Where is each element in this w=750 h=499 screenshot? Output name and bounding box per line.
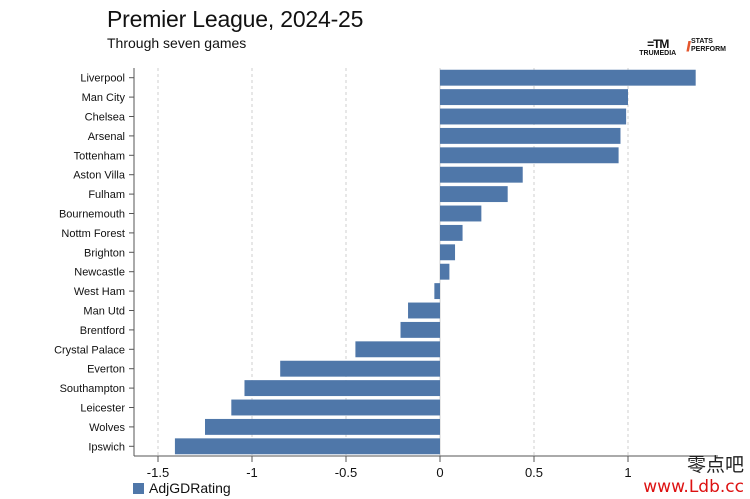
bar — [355, 341, 440, 358]
bar — [440, 244, 456, 261]
bar — [440, 69, 696, 86]
y-tick-label: Ipswich — [88, 441, 125, 453]
trumedia-text: TRUMEDIA — [639, 50, 677, 57]
bar — [440, 186, 508, 203]
y-tick-label: Everton — [87, 364, 125, 376]
x-tick-label: 0 — [436, 465, 443, 480]
bar — [244, 380, 440, 397]
bar — [408, 302, 440, 319]
x-tick-label: 1 — [624, 465, 631, 480]
y-tick-label: Nottm Forest — [61, 228, 125, 240]
watermark: 零点吧 www.Ldb.cc — [643, 450, 744, 497]
y-tick-label: Newcastle — [74, 267, 125, 279]
x-tick-label: -0.5 — [335, 465, 357, 480]
legend-swatch — [133, 482, 144, 494]
bar — [440, 147, 619, 164]
bar — [205, 418, 440, 435]
y-tick-label: Wolves — [89, 422, 125, 434]
y-tick-label: Leicester — [80, 403, 125, 415]
y-tick-label: Liverpool — [80, 73, 125, 85]
legend-label: AdjGDRating — [149, 480, 231, 496]
chart-subtitle: Through seven games — [107, 35, 247, 51]
gridlines — [157, 68, 629, 456]
watermark-url: www.Ldb.cc — [643, 477, 744, 497]
x-tick-label: -1.5 — [147, 465, 169, 480]
x-axis: -1.5 -1 -0.5 0 0.5 1 — [134, 455, 718, 480]
bar — [440, 263, 450, 280]
stats-perform-line2: PERFORM — [691, 46, 726, 53]
y-tick-label: Brighton — [84, 247, 125, 259]
legend: AdjGDRating — [133, 480, 231, 496]
x-tick-label: -1 — [246, 465, 258, 480]
watermark-chinese: 零点吧 — [686, 454, 744, 476]
bar — [440, 224, 463, 241]
bar — [231, 399, 440, 416]
trumedia-mark: =TM — [647, 37, 669, 51]
y-tick-label: West Ham — [74, 286, 125, 298]
y-tick-label: Man City — [82, 92, 126, 104]
logos: =TM TRUMEDIA // STATS PERFORM — [639, 38, 726, 58]
y-tick-label: Aston Villa — [73, 170, 126, 182]
y-tick-label: Crystal Palace — [54, 344, 125, 356]
bar — [280, 360, 440, 377]
bar — [434, 283, 440, 300]
y-tick-label: Bournemouth — [59, 209, 125, 221]
y-axis: Liverpool Man City Chelsea Arsenal Tottenham… — [54, 68, 135, 456]
y-tick-label: Fulham — [88, 189, 125, 201]
y-tick-label: Man Utd — [83, 306, 125, 318]
bar — [440, 108, 627, 125]
x-tick-label: 0.5 — [525, 465, 543, 480]
bar — [440, 127, 621, 144]
bar — [174, 438, 441, 455]
bars — [174, 69, 696, 455]
bar — [440, 166, 523, 183]
y-tick-label: Arsenal — [88, 131, 125, 143]
bar — [440, 205, 482, 222]
bar — [440, 89, 628, 106]
y-tick-label: Chelsea — [85, 112, 126, 124]
trumedia-logo: =TM TRUMEDIA — [639, 38, 676, 58]
stats-perform-logo: // STATS PERFORM — [686, 38, 726, 54]
y-tick-label: Southampton — [60, 383, 125, 395]
bar — [400, 321, 440, 338]
y-tick-label: Tottenham — [74, 150, 125, 162]
stats-perform-line1: STATS — [691, 38, 713, 45]
chart-title: Premier League, 2024-25 — [107, 6, 364, 32]
y-tick-label: Brentford — [80, 325, 125, 337]
